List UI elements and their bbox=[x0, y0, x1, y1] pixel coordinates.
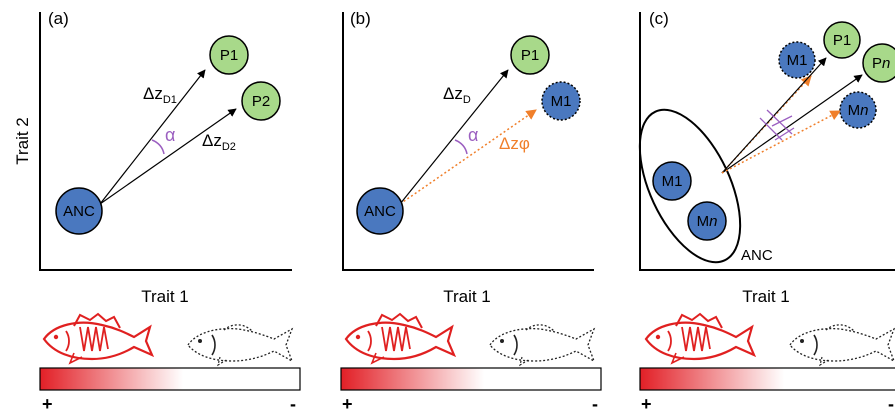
panel-a-label: (a) bbox=[48, 9, 69, 28]
scale-plus-c: + bbox=[641, 394, 652, 413]
pn-node bbox=[862, 43, 895, 83]
p1-node bbox=[209, 35, 249, 75]
p1-node-label: P1 bbox=[220, 47, 238, 64]
anc-node-b-label: ANC bbox=[364, 203, 396, 220]
scale-minus-c: - bbox=[888, 394, 894, 413]
m1-node-b bbox=[541, 81, 581, 121]
m1-outer-node bbox=[778, 41, 816, 79]
delta-z-phi-label: Δzφ bbox=[499, 134, 530, 153]
panel-c-x-axis-title: Trait 1 bbox=[742, 287, 790, 306]
mn-outer-node bbox=[839, 91, 877, 129]
gradient-scale-c bbox=[639, 367, 895, 391]
pale-fish-c bbox=[789, 324, 895, 366]
panel-b-label: (b) bbox=[350, 9, 371, 28]
anc-ellipse-label: ANC bbox=[741, 247, 773, 264]
panel-b-x-axis-title: Trait 1 bbox=[443, 287, 491, 306]
angle-alpha-a: α bbox=[165, 125, 175, 145]
p1-node-c bbox=[823, 21, 861, 59]
m1-node-b-label: M1 bbox=[551, 93, 572, 110]
p1-node-c-label: P1 bbox=[833, 32, 851, 49]
vector-d bbox=[399, 69, 509, 205]
p1-node-b-label: P1 bbox=[521, 47, 539, 64]
pn-node-label: Pn bbox=[872, 55, 890, 72]
mn-inner-node-label: Mn bbox=[697, 213, 718, 230]
vector-c-black-1 bbox=[721, 57, 827, 174]
angle-ticks-c bbox=[759, 109, 795, 141]
p1-node-b bbox=[510, 35, 550, 75]
angle-alpha-b: α bbox=[468, 125, 478, 145]
angle-arc-a bbox=[151, 139, 165, 155]
mn-outer-node-label: Mn bbox=[848, 102, 869, 119]
m1-inner-node-label: M1 bbox=[662, 173, 683, 190]
y-axis-title: Trait 2 bbox=[13, 117, 32, 165]
gradient-scale-a bbox=[39, 367, 301, 391]
panel-b-axes bbox=[342, 12, 594, 271]
scale-minus-b: - bbox=[592, 394, 598, 413]
scale-plus-a: + bbox=[42, 394, 53, 413]
panel-c-label: (c) bbox=[649, 9, 669, 28]
red-fish-a bbox=[42, 312, 154, 365]
vector-d1 bbox=[99, 69, 206, 205]
panel-a-axes bbox=[39, 12, 292, 271]
pale-fish-a bbox=[187, 324, 293, 366]
m1-outer-node-label: M1 bbox=[787, 52, 808, 69]
delta-z-d1-label: ΔzD1 bbox=[143, 84, 177, 106]
anc-node-b bbox=[356, 187, 404, 235]
vector-phi bbox=[399, 109, 537, 205]
vector-c-black-2 bbox=[721, 74, 863, 174]
pale-fish-b bbox=[489, 324, 595, 366]
scale-plus-b: + bbox=[342, 394, 353, 413]
red-fish-c bbox=[644, 312, 756, 365]
panel-c: (c) Trait 1 ANC M1 Mn M1 P1 Pn M bbox=[638, 9, 895, 413]
p2-node bbox=[241, 81, 281, 121]
panel-b: (b) Trait 1 α ΔzD Δzφ ANC P1 M1 + - bbox=[340, 9, 602, 413]
m1-inner-node bbox=[652, 161, 692, 201]
angle-arc-b bbox=[454, 139, 468, 155]
delta-z-d2-label: ΔzD2 bbox=[202, 131, 236, 153]
anc-node-label: ANC bbox=[63, 203, 95, 220]
vector-d2 bbox=[99, 108, 237, 205]
scale-minus-a: - bbox=[290, 394, 296, 413]
p2-node-label: P2 bbox=[252, 93, 270, 110]
panel-a: (a) Trait 2 Trait 1 α ΔzD1 ΔzD2 ANC P1 P… bbox=[13, 9, 301, 413]
delta-z-d-label: ΔzD bbox=[443, 84, 471, 106]
anc-node bbox=[55, 187, 103, 235]
red-fish-b bbox=[344, 312, 456, 365]
panel-a-x-axis-title: Trait 1 bbox=[141, 287, 189, 306]
vector-c-orange-2 bbox=[721, 110, 841, 174]
vector-c-orange-1 bbox=[721, 75, 812, 174]
gradient-scale-b bbox=[340, 367, 602, 391]
mn-inner-node bbox=[687, 201, 727, 241]
